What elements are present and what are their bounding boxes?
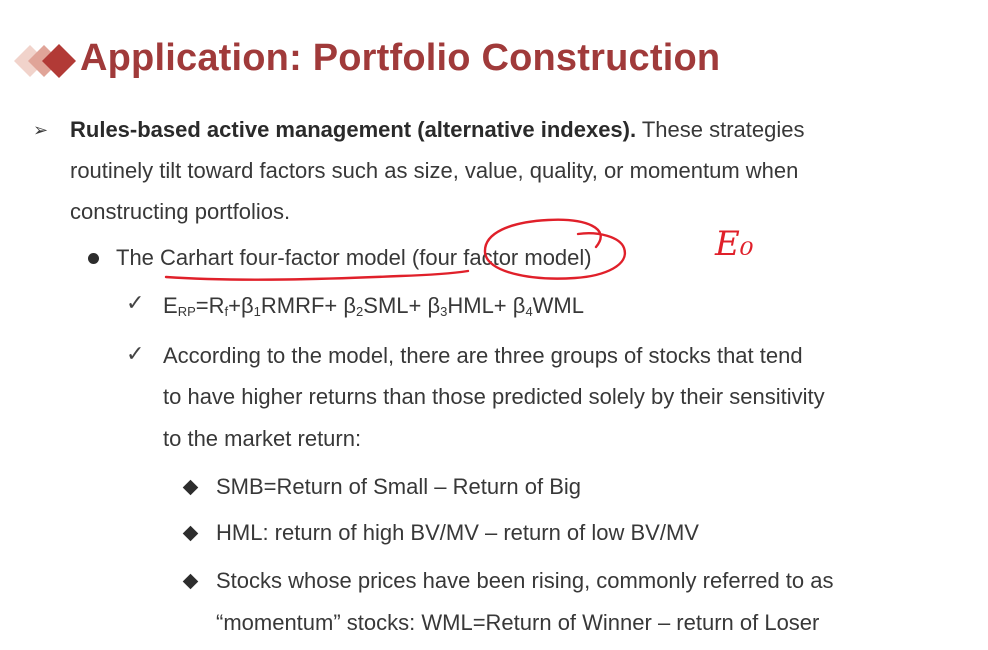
bullet1-line1: Rules-based active management (alternati… — [70, 115, 804, 145]
bullet1-line2: routinely tilt toward factors such as si… — [70, 158, 799, 183]
formula-e: E — [163, 293, 178, 318]
formula-t2: RMRF+ β — [260, 293, 357, 318]
formula-t5: WML — [532, 293, 584, 318]
formula-t3: SML+ β — [363, 293, 441, 318]
bullet1-rest: These strategies — [636, 117, 805, 142]
bullet1-lead: Rules-based active management (alternati… — [70, 117, 637, 142]
diamond-logo-icon — [14, 44, 76, 78]
diamond-bullet-icon — [182, 525, 199, 542]
bullet1-line3: constructing portfolios. — [70, 199, 291, 224]
formula-line: ERP=Rf+β1RMRF+ β2SML+ β3HML+ β4WML — [163, 291, 584, 321]
group-hml: HML: return of high BV/MV – return of lo… — [216, 520, 699, 545]
explanation-line2: to have higher returns than those predic… — [163, 384, 825, 409]
round-bullet-icon — [88, 253, 99, 264]
model-line: The Carhart four-factor model (four fact… — [116, 245, 592, 270]
diamond-bullet-icon — [182, 479, 199, 496]
formula-s1: 1 — [253, 304, 261, 319]
slide-title: Application: Portfolio Construction — [80, 37, 721, 79]
diamond-bullet-icon — [182, 573, 199, 590]
handwritten-note: E₀ — [715, 224, 754, 264]
explanation-line3: to the market return: — [163, 426, 362, 451]
formula-s4: 4 — [525, 304, 533, 319]
checkmark-icon: ✓ — [126, 341, 145, 366]
formula-t1: +β — [228, 293, 254, 318]
formula-t4: HML+ β — [447, 293, 526, 318]
arrow-bullet-icon: ➢ — [33, 120, 49, 140]
formula-rf-sub: f — [224, 304, 229, 319]
group-wml-line2: “momentum” stocks: WML=Return of Winner … — [216, 610, 820, 635]
formula-s2: 2 — [356, 304, 364, 319]
group-smb: SMB=Return of Small – Return of Big — [216, 474, 581, 499]
explanation-line1: According to the model, there are three … — [163, 343, 803, 368]
checkmark-icon: ✓ — [126, 290, 145, 315]
group-wml-line1: Stocks whose prices have been rising, co… — [216, 568, 834, 593]
formula-e-sub: RP — [177, 304, 196, 319]
formula-s3: 3 — [440, 304, 448, 319]
formula-rf: =R — [195, 293, 225, 318]
